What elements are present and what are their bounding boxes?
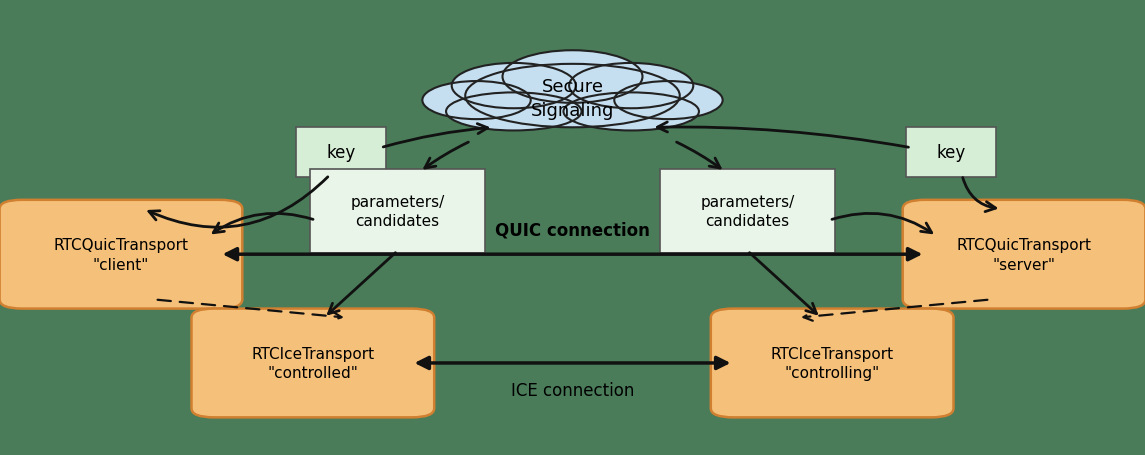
Ellipse shape [452,64,576,109]
FancyBboxPatch shape [295,128,386,178]
Text: parameters/
candidates: parameters/ candidates [701,195,795,228]
Text: RTCIceTransport
"controlled": RTCIceTransport "controlled" [251,346,374,380]
Text: ICE connection: ICE connection [511,381,634,399]
Text: RTCIceTransport
"controlling": RTCIceTransport "controlling" [771,346,894,380]
Ellipse shape [503,51,642,104]
FancyBboxPatch shape [310,170,485,253]
Ellipse shape [563,93,698,131]
FancyBboxPatch shape [0,200,243,309]
Text: Secure
Signaling: Secure Signaling [531,78,614,119]
Text: RTCQuicTransport
"server": RTCQuicTransport "server" [956,237,1091,272]
FancyBboxPatch shape [711,309,954,417]
Ellipse shape [465,65,680,128]
Text: key: key [937,144,965,162]
Ellipse shape [569,64,693,109]
Ellipse shape [423,82,531,120]
Text: key: key [326,144,356,162]
Ellipse shape [447,93,582,131]
FancyBboxPatch shape [906,128,996,178]
FancyBboxPatch shape [191,309,434,417]
FancyBboxPatch shape [902,200,1145,309]
Ellipse shape [614,82,722,120]
Text: parameters/
candidates: parameters/ candidates [350,195,444,228]
Text: QUIC connection: QUIC connection [495,221,650,239]
Text: RTCQuicTransport
"client": RTCQuicTransport "client" [54,237,189,272]
FancyBboxPatch shape [660,170,835,253]
